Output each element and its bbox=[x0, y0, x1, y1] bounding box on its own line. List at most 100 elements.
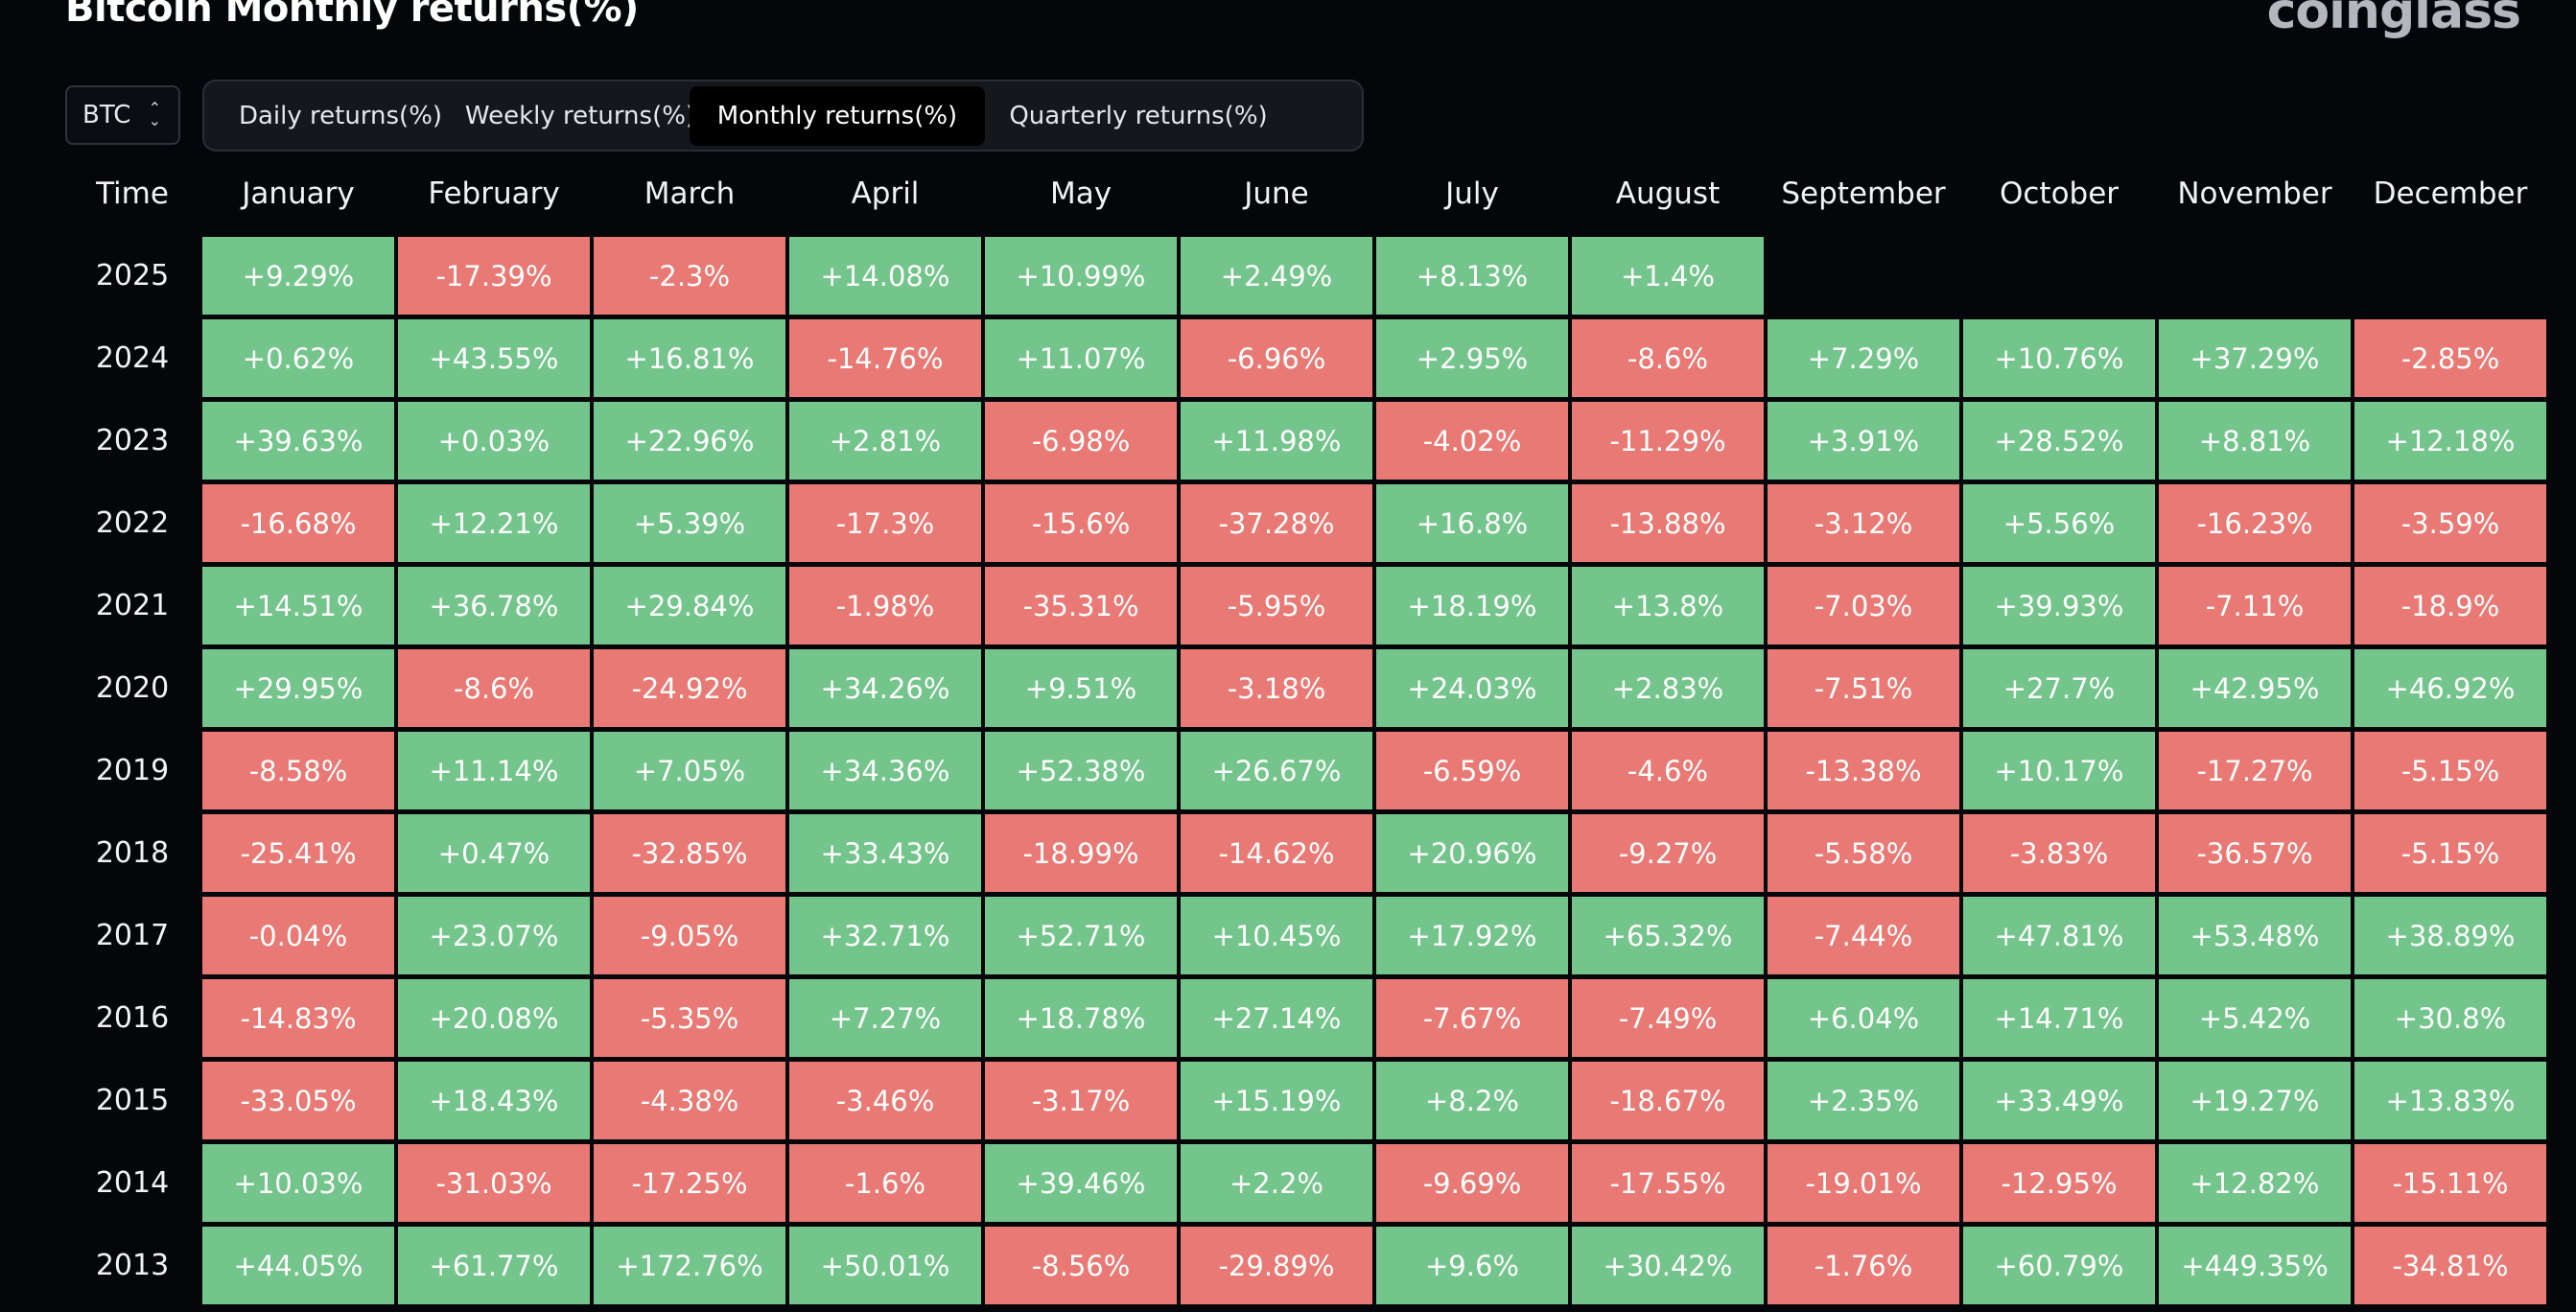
return-cell-2025-may[interactable]: +10.99% bbox=[985, 237, 1177, 315]
return-cell-2015-november[interactable]: +19.27% bbox=[2159, 1062, 2351, 1139]
return-cell-2025-august[interactable]: +1.4% bbox=[1572, 237, 1764, 315]
return-cell-2016-january[interactable]: -14.83% bbox=[202, 979, 394, 1057]
return-cell-2014-october[interactable]: -12.95% bbox=[1963, 1144, 2155, 1222]
return-cell-2018-june[interactable]: -14.62% bbox=[1181, 814, 1372, 892]
return-cell-2018-december[interactable]: -5.15% bbox=[2354, 814, 2546, 892]
return-cell-2024-november[interactable]: +37.29% bbox=[2159, 319, 2351, 397]
return-cell-2024-april[interactable]: -14.76% bbox=[789, 319, 981, 397]
return-cell-2023-november[interactable]: +8.81% bbox=[2159, 402, 2351, 480]
return-cell-2025-january[interactable]: +9.29% bbox=[202, 237, 394, 315]
return-cell-2023-january[interactable]: +39.63% bbox=[202, 402, 394, 480]
return-cell-2021-february[interactable]: +36.78% bbox=[398, 567, 590, 644]
return-cell-2021-july[interactable]: +18.19% bbox=[1376, 567, 1568, 644]
return-cell-2024-december[interactable]: -2.85% bbox=[2354, 319, 2546, 397]
return-cell-2020-june[interactable]: -3.18% bbox=[1181, 649, 1372, 727]
return-cell-2024-february[interactable]: +43.55% bbox=[398, 319, 590, 397]
return-cell-2017-august[interactable]: +65.32% bbox=[1572, 897, 1764, 974]
return-cell-2013-july[interactable]: +9.6% bbox=[1376, 1227, 1568, 1304]
return-cell-2019-january[interactable]: -8.58% bbox=[202, 732, 394, 809]
return-cell-2020-september[interactable]: -7.51% bbox=[1768, 649, 1959, 727]
return-cell-2019-february[interactable]: +11.14% bbox=[398, 732, 590, 809]
return-cell-2020-august[interactable]: +2.83% bbox=[1572, 649, 1764, 727]
return-cell-2019-september[interactable]: -13.38% bbox=[1768, 732, 1959, 809]
return-cell-2020-october[interactable]: +27.7% bbox=[1963, 649, 2155, 727]
return-cell-2025-june[interactable]: +2.49% bbox=[1181, 237, 1372, 315]
return-cell-2018-march[interactable]: -32.85% bbox=[594, 814, 785, 892]
return-cell-2020-july[interactable]: +24.03% bbox=[1376, 649, 1568, 727]
return-cell-2022-june[interactable]: -37.28% bbox=[1181, 484, 1372, 562]
return-cell-2023-december[interactable]: +12.18% bbox=[2354, 402, 2546, 480]
return-cell-2023-june[interactable]: +11.98% bbox=[1181, 402, 1372, 480]
return-cell-2020-april[interactable]: +34.26% bbox=[789, 649, 981, 727]
return-cell-2014-march[interactable]: -17.25% bbox=[594, 1144, 785, 1222]
return-cell-2025-march[interactable]: -2.3% bbox=[594, 237, 785, 315]
return-cell-2015-april[interactable]: -3.46% bbox=[789, 1062, 981, 1139]
return-cell-2013-may[interactable]: -8.56% bbox=[985, 1227, 1177, 1304]
return-cell-2014-june[interactable]: +2.2% bbox=[1181, 1144, 1372, 1222]
return-cell-2017-may[interactable]: +52.71% bbox=[985, 897, 1177, 974]
return-cell-2022-march[interactable]: +5.39% bbox=[594, 484, 785, 562]
return-cell-2021-september[interactable]: -7.03% bbox=[1768, 567, 1959, 644]
return-cell-2018-july[interactable]: +20.96% bbox=[1376, 814, 1568, 892]
return-cell-2014-may[interactable]: +39.46% bbox=[985, 1144, 1177, 1222]
return-cell-2016-march[interactable]: -5.35% bbox=[594, 979, 785, 1057]
return-cell-2024-june[interactable]: -6.96% bbox=[1181, 319, 1372, 397]
return-cell-2016-february[interactable]: +20.08% bbox=[398, 979, 590, 1057]
return-cell-2017-october[interactable]: +47.81% bbox=[1963, 897, 2155, 974]
return-cell-2013-october[interactable]: +60.79% bbox=[1963, 1227, 2155, 1304]
return-cell-2020-february[interactable]: -8.6% bbox=[398, 649, 590, 727]
return-cell-2015-february[interactable]: +18.43% bbox=[398, 1062, 590, 1139]
return-cell-2019-april[interactable]: +34.36% bbox=[789, 732, 981, 809]
return-cell-2022-january[interactable]: -16.68% bbox=[202, 484, 394, 562]
return-cell-2018-may[interactable]: -18.99% bbox=[985, 814, 1177, 892]
return-cell-2014-november[interactable]: +12.82% bbox=[2159, 1144, 2351, 1222]
return-cell-2017-september[interactable]: -7.44% bbox=[1768, 897, 1959, 974]
return-cell-2018-august[interactable]: -9.27% bbox=[1572, 814, 1764, 892]
return-cell-2017-july[interactable]: +17.92% bbox=[1376, 897, 1568, 974]
return-cell-2015-august[interactable]: -18.67% bbox=[1572, 1062, 1764, 1139]
return-cell-2024-october[interactable]: +10.76% bbox=[1963, 319, 2155, 397]
return-cell-2018-november[interactable]: -36.57% bbox=[2159, 814, 2351, 892]
return-cell-2015-december[interactable]: +13.83% bbox=[2354, 1062, 2546, 1139]
return-cell-2025-july[interactable]: +8.13% bbox=[1376, 237, 1568, 315]
return-cell-2018-february[interactable]: +0.47% bbox=[398, 814, 590, 892]
tab-daily-returns[interactable]: Daily returns(%) bbox=[238, 101, 443, 130]
return-cell-2014-december[interactable]: -15.11% bbox=[2354, 1144, 2546, 1222]
return-cell-2017-november[interactable]: +53.48% bbox=[2159, 897, 2351, 974]
return-cell-2013-march[interactable]: +172.76% bbox=[594, 1227, 785, 1304]
return-cell-2021-december[interactable]: -18.9% bbox=[2354, 567, 2546, 644]
return-cell-2015-march[interactable]: -4.38% bbox=[594, 1062, 785, 1139]
return-cell-2022-august[interactable]: -13.88% bbox=[1572, 484, 1764, 562]
tab-weekly-returns[interactable]: Weekly returns(%) bbox=[464, 101, 696, 130]
return-cell-2023-july[interactable]: -4.02% bbox=[1376, 402, 1568, 480]
return-cell-2013-december[interactable]: -34.81% bbox=[2354, 1227, 2546, 1304]
return-cell-2015-may[interactable]: -3.17% bbox=[985, 1062, 1177, 1139]
return-cell-2023-september[interactable]: +3.91% bbox=[1768, 402, 1959, 480]
return-cell-2018-october[interactable]: -3.83% bbox=[1963, 814, 2155, 892]
return-cell-2016-august[interactable]: -7.49% bbox=[1572, 979, 1764, 1057]
return-cell-2021-november[interactable]: -7.11% bbox=[2159, 567, 2351, 644]
return-cell-2020-may[interactable]: +9.51% bbox=[985, 649, 1177, 727]
return-cell-2022-april[interactable]: -17.3% bbox=[789, 484, 981, 562]
return-cell-2018-january[interactable]: -25.41% bbox=[202, 814, 394, 892]
return-cell-2022-july[interactable]: +16.8% bbox=[1376, 484, 1568, 562]
return-cell-2020-march[interactable]: -24.92% bbox=[594, 649, 785, 727]
return-cell-2021-october[interactable]: +39.93% bbox=[1963, 567, 2155, 644]
return-cell-2013-august[interactable]: +30.42% bbox=[1572, 1227, 1764, 1304]
return-cell-2019-march[interactable]: +7.05% bbox=[594, 732, 785, 809]
return-cell-2014-april[interactable]: -1.6% bbox=[789, 1144, 981, 1222]
return-cell-2024-july[interactable]: +2.95% bbox=[1376, 319, 1568, 397]
return-cell-2021-june[interactable]: -5.95% bbox=[1181, 567, 1372, 644]
return-cell-2015-january[interactable]: -33.05% bbox=[202, 1062, 394, 1139]
return-cell-2014-august[interactable]: -17.55% bbox=[1572, 1144, 1764, 1222]
return-cell-2020-january[interactable]: +29.95% bbox=[202, 649, 394, 727]
return-cell-2022-may[interactable]: -15.6% bbox=[985, 484, 1177, 562]
return-cell-2022-october[interactable]: +5.56% bbox=[1963, 484, 2155, 562]
return-cell-2025-february[interactable]: -17.39% bbox=[398, 237, 590, 315]
return-cell-2016-september[interactable]: +6.04% bbox=[1768, 979, 1959, 1057]
return-cell-2022-december[interactable]: -3.59% bbox=[2354, 484, 2546, 562]
return-cell-2019-may[interactable]: +52.38% bbox=[985, 732, 1177, 809]
return-cell-2016-july[interactable]: -7.67% bbox=[1376, 979, 1568, 1057]
return-cell-2017-april[interactable]: +32.71% bbox=[789, 897, 981, 974]
return-cell-2021-may[interactable]: -35.31% bbox=[985, 567, 1177, 644]
